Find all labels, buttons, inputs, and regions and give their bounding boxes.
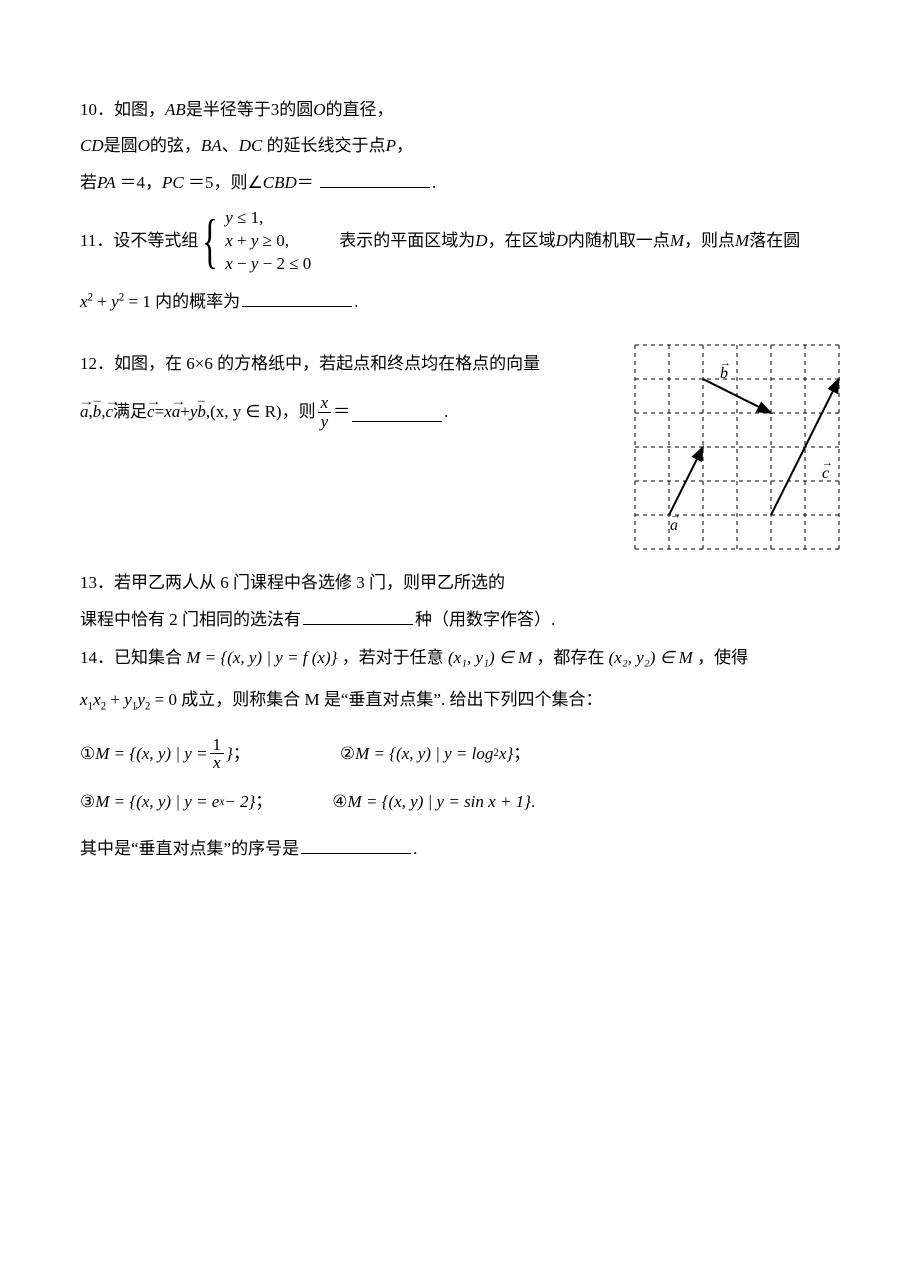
- q11-line1: 11．设不等式组 { y ≤ 1, x + y ≥ 0, x − y − 2 ≤…: [80, 207, 840, 276]
- q14-num: 14．: [80, 648, 114, 667]
- q11-line2: x2 + y2 = 1 内的概率为.: [80, 286, 840, 318]
- q13-num: 13．: [80, 573, 114, 592]
- q10-line3: 若PA ＝4，PC ＝5，则∠CBD＝ .: [80, 167, 840, 199]
- q14-line1: 14．已知集合 M = {(x, y) | y = f (x)} ，若对于任意 …: [80, 642, 840, 674]
- fraction-x-over-y: x y: [318, 394, 332, 431]
- q12-num: 12．: [80, 354, 114, 373]
- blank: [352, 404, 442, 422]
- grid-svg: a→b→c→: [634, 344, 840, 550]
- blank: [320, 170, 430, 188]
- blank: [301, 836, 411, 854]
- q10-num: 10．: [80, 100, 114, 119]
- svg-text:→: →: [720, 357, 731, 369]
- vector-c: c: [106, 396, 114, 428]
- grid-figure: a→b→c→: [634, 344, 840, 561]
- q14-line2: x1x2 + y1y2 = 0 成立，则称集合 M 是“垂直对点集”. 给出下列…: [80, 684, 840, 717]
- q12-line1: 12．如图，在 6×6 的方格纸中，若起点和终点均在格点的向量: [80, 348, 616, 380]
- blank: [242, 289, 352, 307]
- q10-line1: 10．如图，AB是半径等于3的圆O的直径，: [80, 94, 840, 126]
- q12-line2: a, b, c 满足 c = xa + yb, (x, y ∈ R) ，则 x …: [80, 394, 616, 431]
- vector-b: b: [93, 396, 102, 428]
- q14-options-12: ①M = {(x, y) | y = 1x } ； ②M = {(x, y) |…: [80, 736, 840, 773]
- q10-line2: CD是圆O的弦，BA、DC 的延长线交于点P，: [80, 130, 840, 162]
- q13-line2: 课程中恰有 2 门相同的选法有种（用数字作答）.: [80, 604, 840, 636]
- q14-options-34: ③M = {(x, y) | y = ex − 2} ； ④M = {(x, y…: [80, 786, 840, 818]
- q14-tail: 其中是“垂直对点集”的序号是.: [80, 833, 840, 865]
- blank: [303, 607, 413, 625]
- q11-num: 11．: [80, 225, 113, 257]
- q13-line1: 13．若甲乙两人从 6 门课程中各选修 3 门，则甲乙所选的: [80, 567, 840, 599]
- svg-text:→: →: [822, 457, 833, 469]
- vector-a: a: [80, 396, 89, 428]
- svg-text:→: →: [670, 509, 681, 521]
- inequality-system: { y ≤ 1, x + y ≥ 0, x − y − 2 ≤ 0: [202, 207, 311, 276]
